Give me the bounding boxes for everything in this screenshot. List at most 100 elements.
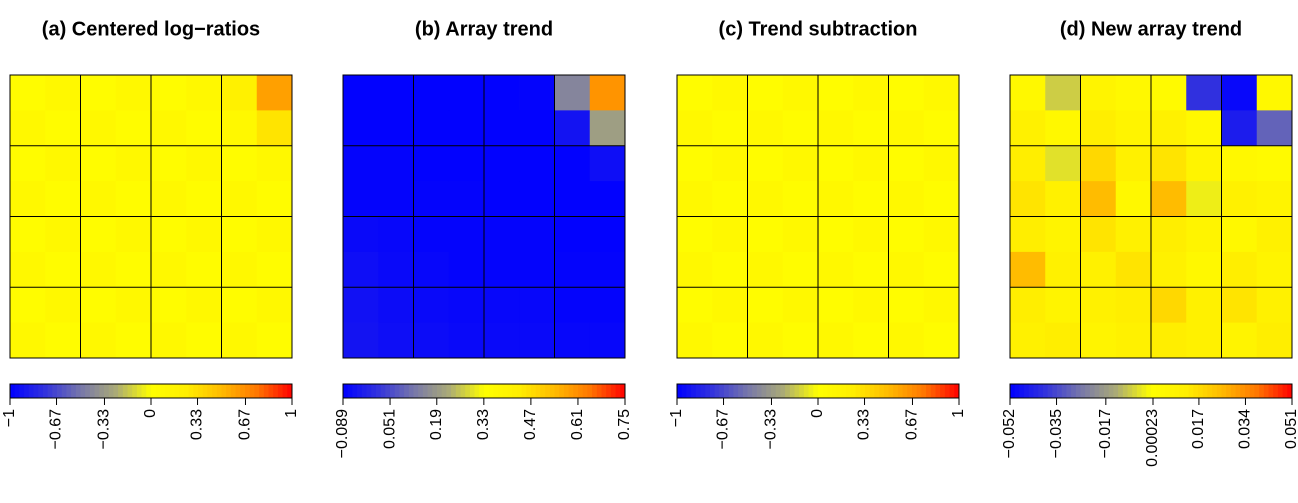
heat-cell xyxy=(1151,75,1187,111)
colorbar-segment xyxy=(507,384,513,398)
colorbar-segment xyxy=(375,384,382,398)
heat-cell xyxy=(45,75,81,111)
heat-cell xyxy=(1221,181,1258,217)
colorbar-segment xyxy=(183,384,190,398)
colorbar-segment xyxy=(422,384,429,398)
tick-label: 0.61 xyxy=(569,409,586,440)
colorbar-segment xyxy=(38,384,44,398)
colorbar-segment xyxy=(216,384,222,398)
colorbar-segment xyxy=(563,384,570,398)
heat-cell xyxy=(1010,216,1046,253)
heat-cell xyxy=(484,181,520,217)
heat-cell xyxy=(923,251,960,288)
colorbar-segment xyxy=(484,384,490,398)
heat-cell xyxy=(343,75,379,111)
colorbar-segment xyxy=(1249,384,1255,398)
heat-cell xyxy=(448,181,485,217)
heat-cell xyxy=(677,181,713,217)
heat-cell xyxy=(378,110,414,147)
heat-cell xyxy=(1080,216,1117,253)
heat-cell xyxy=(888,251,925,288)
heat-cell xyxy=(1186,251,1222,288)
colorbar-segment xyxy=(80,384,86,398)
colorbar-segment xyxy=(512,384,518,398)
heat-cell xyxy=(1186,216,1222,253)
colorbar-segment xyxy=(441,384,447,398)
colorbar-segment xyxy=(686,384,692,398)
colorbar-segment xyxy=(432,384,438,398)
colorbar-segment xyxy=(1169,384,1175,398)
heat-cell xyxy=(448,251,485,288)
heat-cell xyxy=(888,287,925,324)
colorbar-segment xyxy=(907,384,913,398)
colorbar-segment xyxy=(1019,384,1025,398)
heat-cell xyxy=(484,75,520,111)
heat-cell xyxy=(10,75,46,111)
colorbar-segment xyxy=(474,384,480,398)
colorbar-segment xyxy=(1179,384,1185,398)
tick-label: −0.33 xyxy=(763,409,780,450)
colorbar-segment xyxy=(240,384,246,398)
heat-cell xyxy=(1010,181,1046,217)
colorbar-segment xyxy=(545,384,551,398)
colorbar-segment xyxy=(75,384,81,398)
colorbar-segment xyxy=(559,384,565,398)
heat-cell xyxy=(1045,110,1081,147)
heat-cell xyxy=(378,322,414,359)
colorbar-segment xyxy=(151,384,157,398)
heat-cell xyxy=(1151,251,1187,288)
colorbar-segment xyxy=(935,384,941,398)
colorbar-segment xyxy=(371,384,377,398)
colorbar-segment xyxy=(413,384,419,398)
colorbar-segment xyxy=(1033,384,1039,398)
colorbar-segment xyxy=(709,384,716,398)
heat-cell xyxy=(712,181,748,217)
colorbar-segment xyxy=(1028,384,1034,398)
colorbar-segment xyxy=(888,384,894,398)
heat-cell xyxy=(80,75,117,111)
colorbar-segment xyxy=(747,384,753,398)
colorbar-segment xyxy=(930,384,936,398)
colorbar-segment xyxy=(94,384,100,398)
colorbar-segment xyxy=(104,384,110,398)
heat-cell xyxy=(712,287,748,324)
heat-cell xyxy=(343,145,379,182)
tick-label: 0.017 xyxy=(1190,409,1207,449)
tick-label: −0.052 xyxy=(1001,409,1018,458)
heat-cell xyxy=(853,251,889,288)
colorbar-segment xyxy=(1165,384,1171,398)
colorbar-segment xyxy=(921,384,927,398)
heat-cell xyxy=(10,287,46,324)
heat-cell xyxy=(1151,145,1187,182)
colorbar-frame xyxy=(1009,383,1293,399)
colorbar-segment xyxy=(408,384,414,398)
heat-cell xyxy=(448,75,485,111)
colorbar-segment xyxy=(10,384,16,398)
colorbar-segment xyxy=(836,384,842,398)
panel-title: (b) Array trend xyxy=(415,18,553,40)
heat-cell xyxy=(448,287,485,324)
colorbar-segment xyxy=(738,384,744,398)
colorbar-segment xyxy=(287,384,293,398)
colorbar-segment xyxy=(1202,384,1208,398)
heat-cell xyxy=(115,287,152,324)
colorbar-segment xyxy=(573,384,579,398)
heat-cell xyxy=(413,110,450,147)
colorbar-segment xyxy=(33,384,39,398)
heat-cell xyxy=(923,181,960,217)
heat-cell xyxy=(1221,216,1258,253)
colorbar-segment xyxy=(610,384,617,398)
heat-cell xyxy=(413,216,450,253)
heat-cell xyxy=(712,110,748,147)
heat-cell xyxy=(677,110,713,147)
colorbar-segment xyxy=(578,384,584,398)
tick-label: 0.47 xyxy=(522,409,539,440)
colorbar-segment xyxy=(42,384,49,398)
heat-cell xyxy=(115,75,152,111)
colorbar-segment xyxy=(912,384,918,398)
colorbar-segment xyxy=(174,384,180,398)
heat-cell xyxy=(80,251,117,288)
colorbar-segment xyxy=(188,384,194,398)
heat-cell xyxy=(221,181,258,217)
